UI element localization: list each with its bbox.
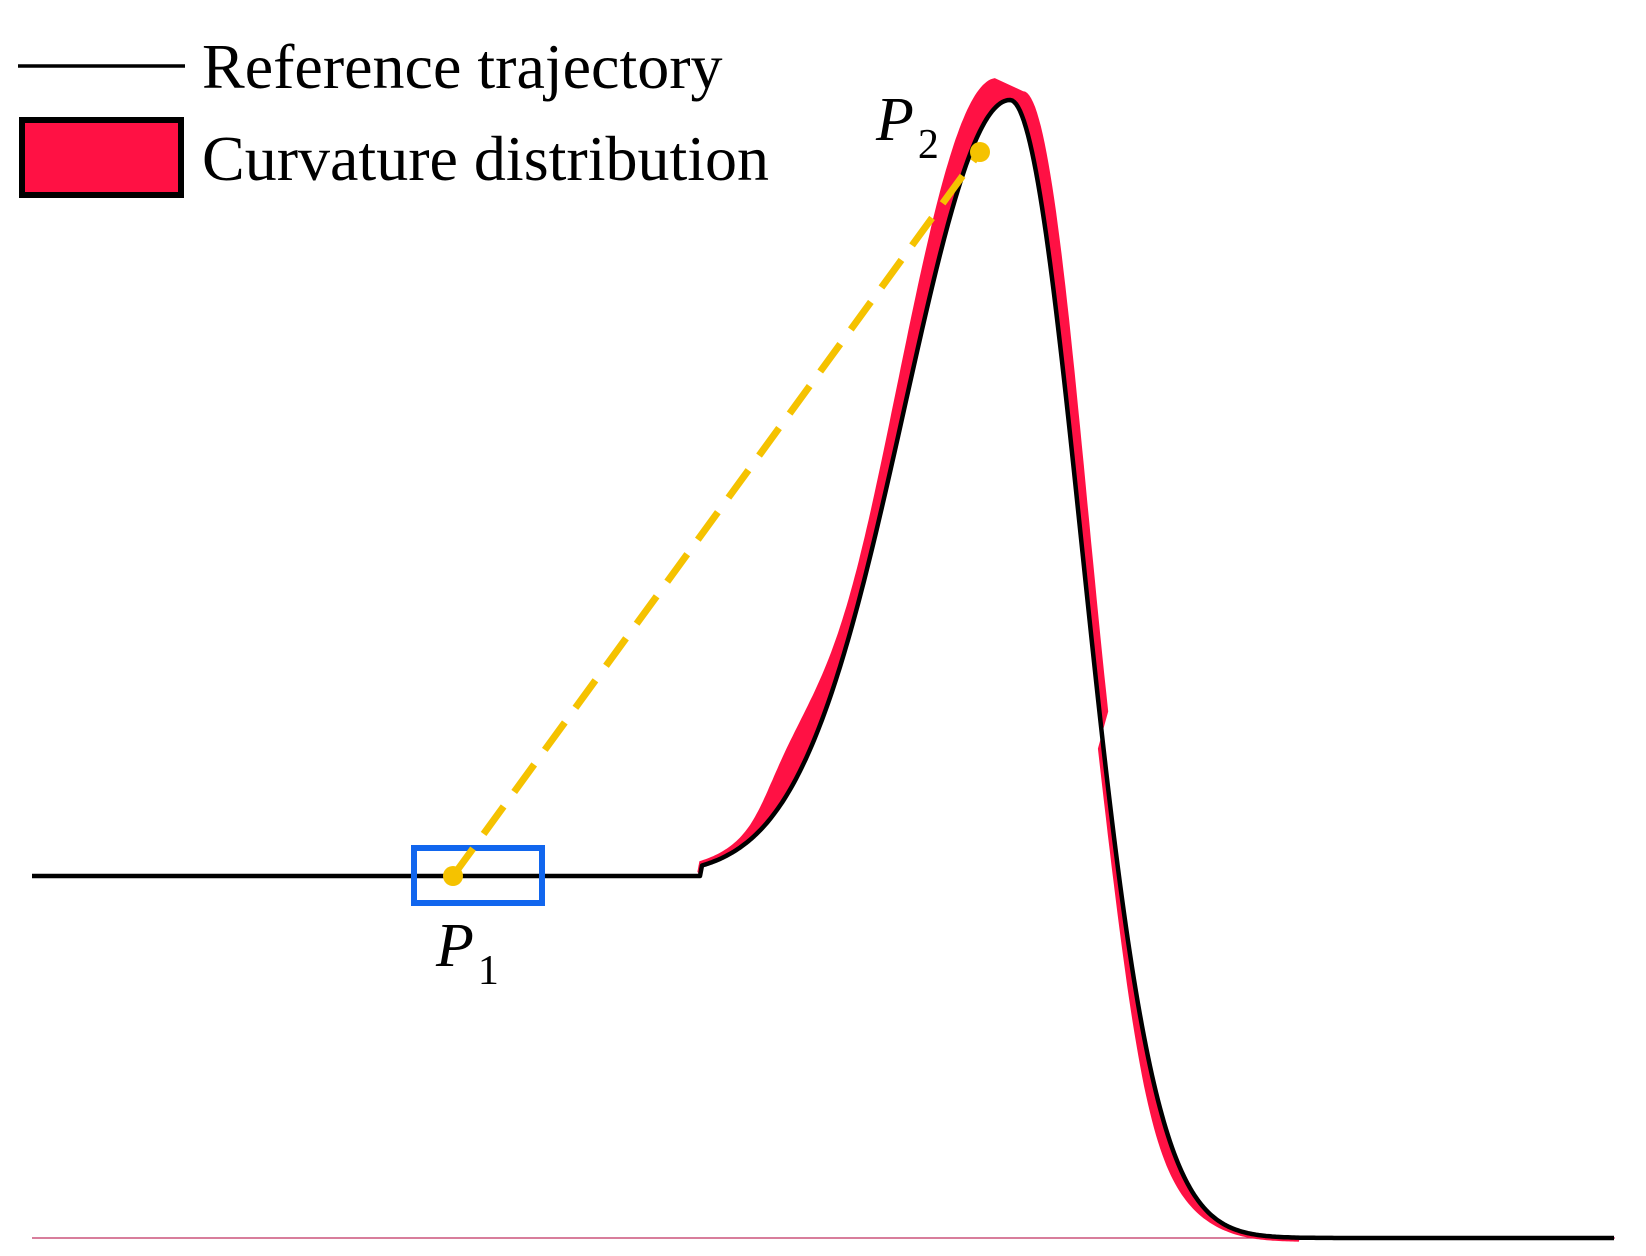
- p1-label: P 1: [435, 912, 499, 994]
- legend: Reference trajectory Curvature distribut…: [18, 31, 769, 198]
- legend-line-label: Reference trajectory: [202, 31, 723, 102]
- p1-point-marker: [443, 866, 463, 886]
- legend-band-swatch: [19, 117, 184, 198]
- p1-highlight-box: [411, 845, 545, 906]
- reference-trajectory-line: [31, 97, 1615, 1241]
- curvature-distribution-band: [697, 78, 1300, 1242]
- p2-label: P 2: [875, 86, 939, 168]
- legend-band-label: Curvature distribution: [202, 123, 769, 194]
- p2-point-marker: [970, 142, 990, 162]
- p1-p2-connector: [450, 149, 983, 879]
